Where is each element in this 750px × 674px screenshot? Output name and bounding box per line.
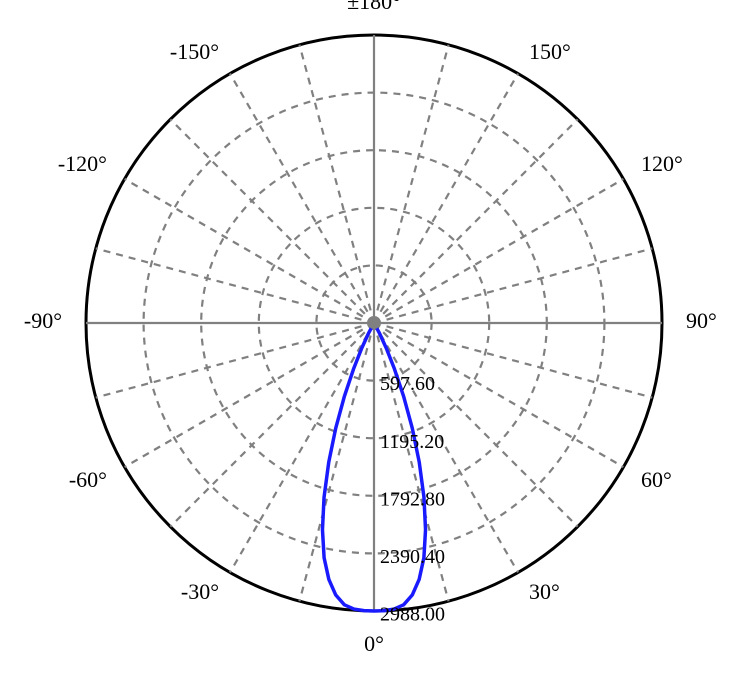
radial-tick-label: 1195.20: [380, 431, 444, 453]
radial-tick-label: 2390.40: [380, 546, 445, 568]
grid-spoke: [170, 119, 374, 323]
polar-chart: 597.60 1195.20 1792.80 2390.40 2988.00 ±180°…: [0, 0, 750, 674]
center-dot: [368, 317, 380, 329]
grid-spoke: [96, 323, 374, 398]
angle-label: -30°: [181, 579, 219, 604]
grid-spoke: [374, 119, 578, 323]
grid-spoke: [374, 45, 449, 323]
grid-spoke: [170, 323, 374, 527]
angle-label: -120°: [58, 151, 107, 176]
grid-spoke: [299, 45, 374, 323]
grid-spoke: [299, 323, 374, 601]
angle-label: 0°: [364, 631, 384, 656]
grid-spoke: [374, 248, 652, 323]
angle-label: -60°: [69, 467, 107, 492]
angle-label: 60°: [641, 467, 672, 492]
angle-label: -90°: [24, 308, 62, 333]
angle-label: 120°: [641, 151, 683, 176]
grid-spoke: [96, 248, 374, 323]
grid-spoke: [230, 323, 374, 572]
radial-tick-label: 2988.00: [380, 604, 445, 626]
radial-tick-label: 597.60: [380, 373, 435, 395]
polar-radial-labels: 597.60 1195.20 1792.80 2390.40 2988.00: [380, 373, 445, 625]
grid-spoke: [125, 179, 374, 323]
angle-label: 30°: [529, 579, 560, 604]
angle-label: 90°: [686, 308, 717, 333]
grid-spoke: [374, 74, 518, 323]
angle-label: ±180°: [347, 0, 401, 14]
grid-spoke: [374, 179, 623, 323]
angle-label: -150°: [170, 39, 219, 64]
angle-label: 150°: [529, 39, 571, 64]
grid-spoke: [125, 323, 374, 467]
radial-tick-label: 1792.80: [380, 488, 445, 510]
grid-spoke: [230, 74, 374, 323]
polar-center-dot: [368, 317, 380, 329]
